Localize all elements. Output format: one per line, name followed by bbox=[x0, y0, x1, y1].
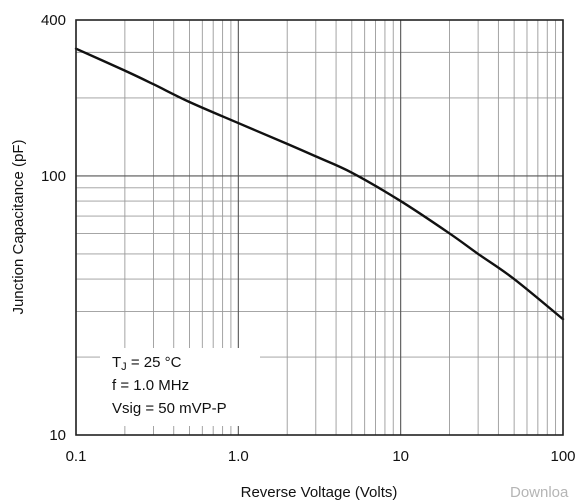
y-tick-label: 10 bbox=[49, 427, 66, 444]
x-tick-label: 10 bbox=[392, 448, 409, 465]
annotation-box bbox=[100, 348, 260, 426]
plot-frame bbox=[75, 19, 564, 436]
y-tick-label: 400 bbox=[41, 12, 66, 29]
x-axis-label: Reverse Voltage (Volts) bbox=[241, 484, 398, 501]
x-tick-label: 0.1 bbox=[66, 448, 87, 465]
annotation-tj: TJ = 25 °C bbox=[112, 354, 182, 373]
series-layer bbox=[74, 47, 565, 321]
x-tick-label: 100 bbox=[550, 448, 575, 465]
watermark-text: Downloa bbox=[510, 484, 569, 501]
minor-grid bbox=[76, 20, 563, 435]
y-tick-labels: 10 100 400 bbox=[41, 12, 66, 444]
x-tick-labels: 0.1 1.0 10 100 bbox=[66, 448, 576, 465]
annotation-frequency: f = 1.0 MHz bbox=[112, 377, 189, 394]
annotation-vsig: Vsig = 50 mVP-P bbox=[112, 400, 227, 417]
x-tick-label: 1.0 bbox=[228, 448, 249, 465]
capacitance-curve bbox=[74, 47, 565, 321]
y-tick-label: 100 bbox=[41, 168, 66, 185]
y-axis-label: Junction Capacitance (pF) bbox=[10, 139, 27, 314]
